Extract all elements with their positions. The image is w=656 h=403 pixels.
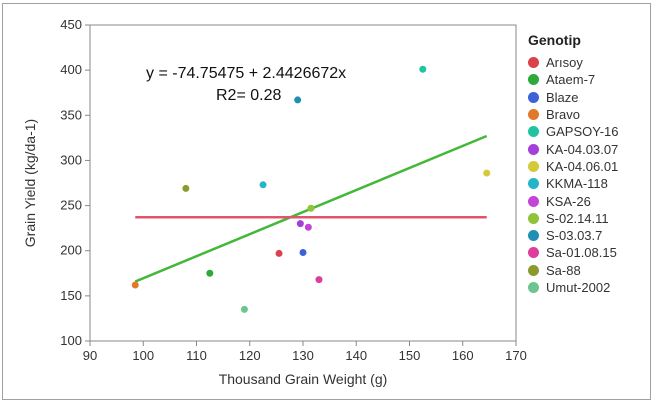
data-point — [294, 96, 302, 104]
legend-item: Umut-2002 — [528, 279, 619, 296]
legend-item: Arısoy — [528, 54, 619, 71]
legend-label: S-03.03.7 — [546, 228, 603, 244]
data-point — [206, 269, 214, 277]
y-tick-label: 150 — [60, 288, 82, 303]
data-point — [131, 281, 139, 289]
y-axis-label: Grain Yield (kg/da-1) — [22, 119, 38, 247]
data-point — [299, 249, 307, 257]
legend-swatch — [528, 212, 539, 224]
legend-label: KA-04.06.01 — [546, 158, 619, 174]
x-tick-label: 110 — [186, 348, 207, 363]
y-tick-label: 400 — [60, 62, 82, 77]
data-point — [240, 305, 248, 313]
y-tick-label: 450 — [60, 17, 82, 32]
legend-item: Bravo — [528, 106, 619, 123]
data-point — [419, 65, 427, 73]
legend-label: KKMA-118 — [546, 176, 608, 192]
x-tick-label: 130 — [292, 348, 314, 363]
legend-item: KSA-26 — [528, 192, 619, 209]
data-point — [296, 220, 304, 228]
x-tick-label: 170 — [505, 348, 527, 363]
legend-item: S-03.03.7 — [528, 227, 619, 244]
data-point — [275, 249, 283, 257]
legend-item: KA-04.06.01 — [528, 158, 619, 175]
legend-label: Blaze — [546, 89, 579, 105]
y-tick-label: 200 — [60, 243, 82, 258]
chart-frame: 90 100 110 120 130 140 150 160 170 100 150 200 250 3… — [2, 3, 651, 400]
legend-label: Sa-01.08.15 — [546, 245, 617, 261]
r-squared-label: R2= 0.28 — [216, 87, 281, 104]
legend-label: GAPSOY-16 — [546, 124, 619, 140]
plot-area — [89, 24, 517, 342]
data-point — [483, 169, 491, 177]
x-tick-label: 160 — [452, 348, 474, 363]
legend-label: Bravo — [546, 107, 580, 123]
y-tick-label: 350 — [60, 107, 82, 122]
legend-swatch — [528, 143, 539, 155]
x-tick-label: 100 — [132, 348, 154, 363]
data-point — [307, 204, 315, 212]
scatter-plot: 90 100 110 120 130 140 150 160 170 1001502002503… — [22, 17, 527, 387]
legend: Genotip Arısoy Ataem-7 Blaze Bravo GAPSOY-16… — [528, 32, 619, 296]
y-tick-label: 250 — [60, 198, 82, 213]
legend-swatch — [528, 126, 539, 138]
legend-swatch — [528, 282, 539, 293]
legend-items: Arısoy Ataem-7 Blaze Bravo GAPSOY-16 KA-04.03… — [528, 54, 619, 296]
data-point — [304, 223, 312, 231]
legend-label: Arısoy — [546, 55, 583, 71]
legend-swatch — [528, 57, 539, 69]
legend-swatch — [528, 178, 539, 190]
legend-label: KSA-26 — [546, 193, 591, 209]
legend-item: GAPSOY-16 — [528, 123, 619, 140]
legend-item: Ataem-7 — [528, 71, 619, 88]
legend-item: S-02.14.11 — [528, 210, 619, 227]
legend-label: Umut-2002 — [546, 280, 611, 295]
legend-swatch — [528, 195, 539, 207]
x-tick-label: 90 — [83, 348, 97, 363]
y-tick-label: 100 — [60, 333, 82, 348]
legend-swatch — [528, 230, 539, 242]
legend-swatch — [528, 74, 539, 86]
y-tick-label: 300 — [60, 152, 82, 167]
x-tick-label: 120 — [239, 348, 261, 363]
x-tick-label: 150 — [399, 348, 421, 363]
legend-item: KKMA-118 — [528, 175, 619, 192]
x-axis-label: Thousand Grain Weight (g) — [219, 371, 388, 387]
legend-swatch — [528, 91, 539, 103]
legend-label: Ataem-7 — [546, 72, 596, 88]
x-axis-ticks: 90 100 110 120 130 140 150 160 170 — [83, 341, 527, 363]
legend-label: S-02.14.11 — [546, 210, 609, 226]
y-axis-ticks: 100 150 200 250 300 350 400 450 — [60, 17, 90, 348]
legend-item: Blaze — [528, 89, 619, 106]
legend-swatch — [528, 160, 539, 172]
x-tick-label: 140 — [345, 348, 367, 363]
legend-item: KA-04.03.07 — [528, 140, 619, 157]
legend-swatch — [528, 247, 539, 259]
legend-item: Sa-01.08.15 — [528, 244, 619, 261]
data-point — [182, 184, 190, 192]
legend-swatch — [528, 264, 539, 276]
data-point — [259, 181, 267, 189]
regression-equation: y = -74.75475 + 2.4426672x — [146, 65, 346, 82]
data-points — [131, 65, 491, 313]
legend-swatch — [528, 109, 539, 121]
legend-title: Genotip — [528, 32, 581, 48]
legend-label: Sa-88 — [546, 262, 581, 278]
data-point — [315, 276, 323, 284]
legend-item: Sa-88 — [528, 262, 619, 279]
legend-label: KA-04.03.07 — [546, 141, 619, 157]
